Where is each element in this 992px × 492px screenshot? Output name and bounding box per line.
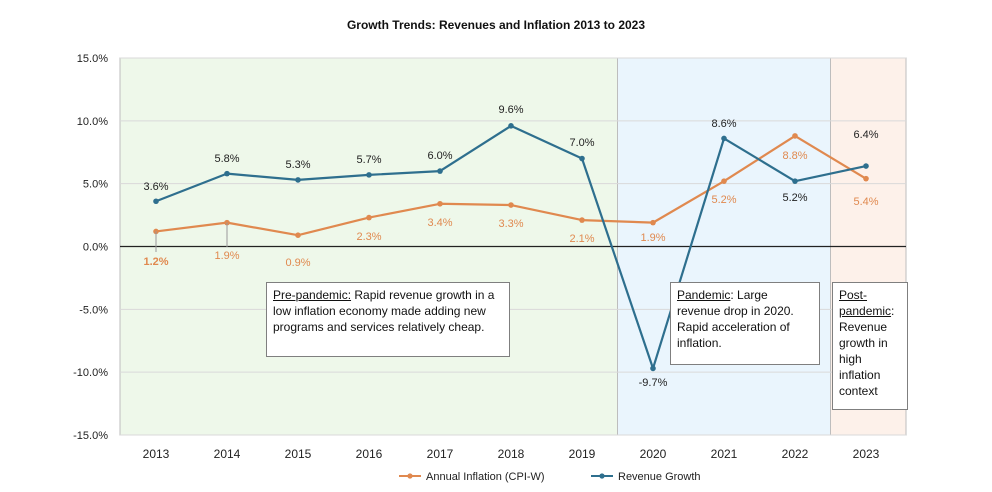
inflation-data-label: 3.4% <box>427 217 452 229</box>
y-axis-ticks: 15.0% 10.0% 5.0% 0.0% -5.0% -10.0% -15.0% <box>73 53 108 442</box>
inflation-point <box>508 202 514 208</box>
inflation-data-label: 8.8% <box>782 150 807 162</box>
inflation-data-label: 2.3% <box>356 231 381 243</box>
y-tick-label: 0.0% <box>83 242 108 254</box>
legend-marker-revenue <box>599 473 605 479</box>
post-pandemic-note: Post-pandemic: Revenue growth in high in… <box>832 282 908 410</box>
inflation-point <box>650 219 656 226</box>
y-tick-label: 15.0% <box>77 53 108 65</box>
x-tick-label: 2017 <box>427 447 454 461</box>
revenue-data-label: 6.4% <box>853 129 878 141</box>
revenue-data-label: 5.7% <box>356 154 381 166</box>
y-tick-label: -5.0% <box>79 304 108 316</box>
revenue-data-label: 5.8% <box>214 153 239 165</box>
pre-pandemic-note: Pre-pandemic: Rapid revenue growth in a … <box>266 282 510 357</box>
revenue-data-label: 3.6% <box>143 181 168 193</box>
pandemic-note: Pandemic: Large revenue drop in 2020. Ra… <box>670 282 820 365</box>
x-tick-label: 2016 <box>356 447 383 461</box>
post-pandemic-note-body: : Revenue growth in high inflation conte… <box>839 304 895 398</box>
inflation-point <box>579 217 585 223</box>
legend-label-inflation: Annual Inflation (CPI-W) <box>426 471 545 483</box>
inflation-point <box>295 232 301 238</box>
inflation-data-label: 1.2% <box>143 256 168 268</box>
revenue-point <box>366 172 372 178</box>
inflation-point <box>366 214 372 221</box>
y-tick-label: -10.0% <box>73 367 108 379</box>
inflation-point <box>437 200 443 207</box>
inflation-data-label: 1.9% <box>214 250 239 262</box>
revenue-point <box>579 155 585 162</box>
x-tick-label: 2018 <box>498 447 525 461</box>
x-tick-label: 2019 <box>569 447 596 461</box>
y-tick-label: 5.0% <box>83 179 108 191</box>
revenue-point <box>224 170 230 177</box>
pandemic-note-head: Pandemic <box>677 288 731 302</box>
data-labels: 1.2% 1.9% 0.9% 2.3% 3.4% 3.3% 2.1% 1.9% 5.2% 8.8%… <box>143 104 878 389</box>
inflation-data-label: 5.4% <box>853 196 878 208</box>
inflation-data-label: 1.9% <box>640 232 665 244</box>
y-tick-label: 10.0% <box>77 116 108 128</box>
chart-title: Growth Trends: Revenues and Inflation 20… <box>347 18 645 32</box>
revenue-point <box>153 198 159 205</box>
revenue-data-label: 9.6% <box>498 104 523 116</box>
inflation-data-label: 5.2% <box>711 194 736 206</box>
revenue-point <box>437 168 443 174</box>
x-tick-label: 2023 <box>853 447 880 461</box>
x-tick-label: 2014 <box>214 447 241 461</box>
pre-pandemic-note-head: Pre-pandemic: <box>273 288 352 302</box>
revenue-data-label: 5.3% <box>285 159 310 171</box>
inflation-data-label: 2.1% <box>569 233 594 245</box>
inflation-data-label: 0.9% <box>285 257 310 269</box>
x-tick-label: 2021 <box>711 447 738 461</box>
legend: Annual Inflation (CPI-W) Revenue Growth <box>399 471 701 483</box>
post-pandemic-note-head: Post-pandemic <box>839 288 892 318</box>
x-tick-label: 2020 <box>640 447 667 461</box>
revenue-data-label: 6.0% <box>427 150 452 162</box>
revenue-data-label: 5.2% <box>782 192 807 204</box>
inflation-point <box>792 133 798 139</box>
x-tick-label: 2022 <box>782 447 809 461</box>
x-tick-label: 2015 <box>285 447 312 461</box>
inflation-point <box>863 175 869 182</box>
pandemic-note-body: : Large revenue drop in 2020. Rapid acce… <box>677 288 794 350</box>
revenue-data-label: 7.0% <box>569 137 594 149</box>
y-tick-label: -15.0% <box>73 430 108 442</box>
revenue-data-label: 8.6% <box>711 118 736 130</box>
revenue-point <box>650 365 656 372</box>
pre-pandemic-note-body: Rapid revenue growth in a low inflation … <box>273 288 495 334</box>
revenue-point <box>863 163 869 169</box>
x-axis-ticks: 2013 2014 2015 2016 2017 2018 2019 2020 2021 2022… <box>143 447 880 461</box>
legend-label-revenue: Revenue Growth <box>618 471 701 483</box>
x-tick-label: 2013 <box>143 447 170 461</box>
revenue-point <box>721 135 727 142</box>
revenue-point <box>295 177 301 183</box>
legend-marker-inflation <box>407 473 413 479</box>
inflation-data-label: 3.3% <box>498 218 523 230</box>
revenue-point <box>508 123 514 129</box>
revenue-data-label: -9.7% <box>639 377 668 389</box>
inflation-point <box>721 178 727 184</box>
revenue-point <box>792 178 798 184</box>
gridlines <box>120 57 906 436</box>
